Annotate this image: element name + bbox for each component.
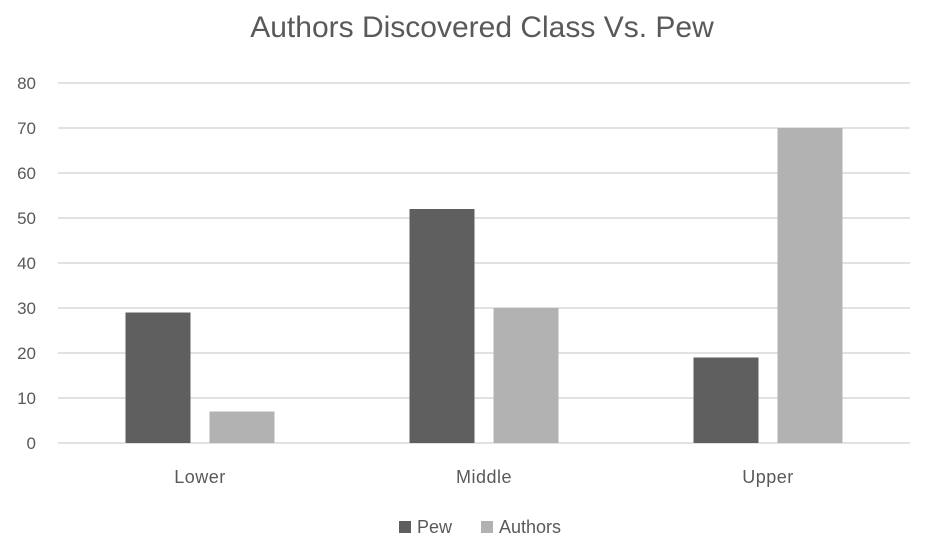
bar-pew-lower [125,312,191,443]
y-tick-label: 20 [17,344,36,363]
legend-swatch-pew [399,521,411,533]
y-tick-label: 60 [17,164,36,183]
bars [125,128,843,443]
y-tick-label: 80 [17,74,36,93]
y-tick-label: 50 [17,209,36,228]
gridlines [58,82,910,444]
chart-title: Authors Discovered Class Vs. Pew [250,11,714,44]
x-category-label: Upper [742,467,794,487]
legend-swatch-authors [481,521,493,533]
y-tick-label: 0 [27,434,36,453]
x-category-label: Lower [174,467,226,487]
y-tick-label: 40 [17,254,36,273]
bar-pew-middle [409,209,475,443]
y-tick-label: 10 [17,389,36,408]
legend-label-authors: Authors [499,517,561,537]
y-tick-label: 70 [17,119,36,138]
legend-label-pew: Pew [417,517,453,537]
bar-authors-middle [493,308,559,443]
bar-pew-upper [693,357,759,443]
x-category-label: Middle [456,467,512,487]
legend: Pew Authors [399,517,561,537]
x-axis-category-labels: Lower Middle Upper [174,467,794,487]
bar-authors-upper [777,128,843,443]
y-axis-tick-labels: 0 10 20 30 40 50 60 70 80 [17,74,36,453]
y-tick-label: 30 [17,299,36,318]
bar-authors-lower [209,411,275,443]
